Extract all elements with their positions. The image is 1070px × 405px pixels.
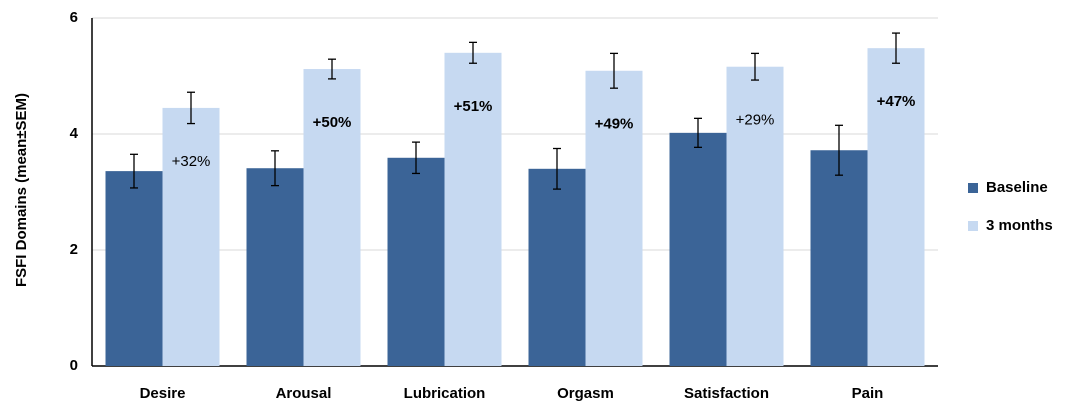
- y-tick-label: 4: [70, 125, 79, 142]
- y-tick-label: 2: [70, 241, 78, 258]
- bar: [810, 150, 868, 366]
- bar: [444, 52, 502, 367]
- bar: [867, 48, 925, 366]
- bar: [162, 107, 220, 367]
- annotation: +49%: [595, 116, 634, 133]
- legend-label: Baseline: [986, 179, 1048, 196]
- annotation: +50%: [313, 114, 352, 131]
- bar: [387, 157, 445, 366]
- x-tick-label: Pain: [852, 385, 884, 402]
- bar: [726, 66, 784, 366]
- bar: [105, 171, 163, 366]
- y-tick-label: 0: [70, 357, 78, 374]
- x-tick-label: Desire: [140, 385, 186, 402]
- bar: [246, 168, 304, 366]
- bar: [303, 69, 361, 366]
- y-tick-label: 6: [70, 9, 78, 26]
- bar: [585, 70, 643, 366]
- x-tick-label: Arousal: [276, 385, 332, 402]
- y-axis-label: FSFI Domains (mean±SEM): [13, 93, 30, 287]
- annotation: +29%: [736, 112, 775, 129]
- legend-swatch: [968, 183, 978, 193]
- x-tick-label: Orgasm: [557, 385, 614, 402]
- annotation: +32%: [172, 153, 211, 170]
- bar: [528, 168, 586, 366]
- annotation: +51%: [454, 98, 493, 115]
- x-tick-label: Satisfaction: [684, 385, 769, 402]
- x-tick-label: Lubrication: [404, 385, 486, 402]
- legend-swatch: [968, 221, 978, 231]
- legend-label: 3 months: [986, 217, 1053, 234]
- bar: [669, 132, 727, 366]
- annotation: +47%: [877, 93, 916, 110]
